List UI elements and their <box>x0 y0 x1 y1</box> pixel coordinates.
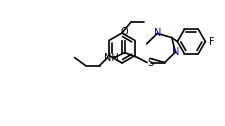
Text: N: N <box>153 28 160 38</box>
Text: F: F <box>209 37 214 46</box>
Text: NH: NH <box>104 53 118 63</box>
Text: N: N <box>171 47 178 57</box>
Text: O: O <box>120 27 128 37</box>
Text: S: S <box>147 58 153 68</box>
